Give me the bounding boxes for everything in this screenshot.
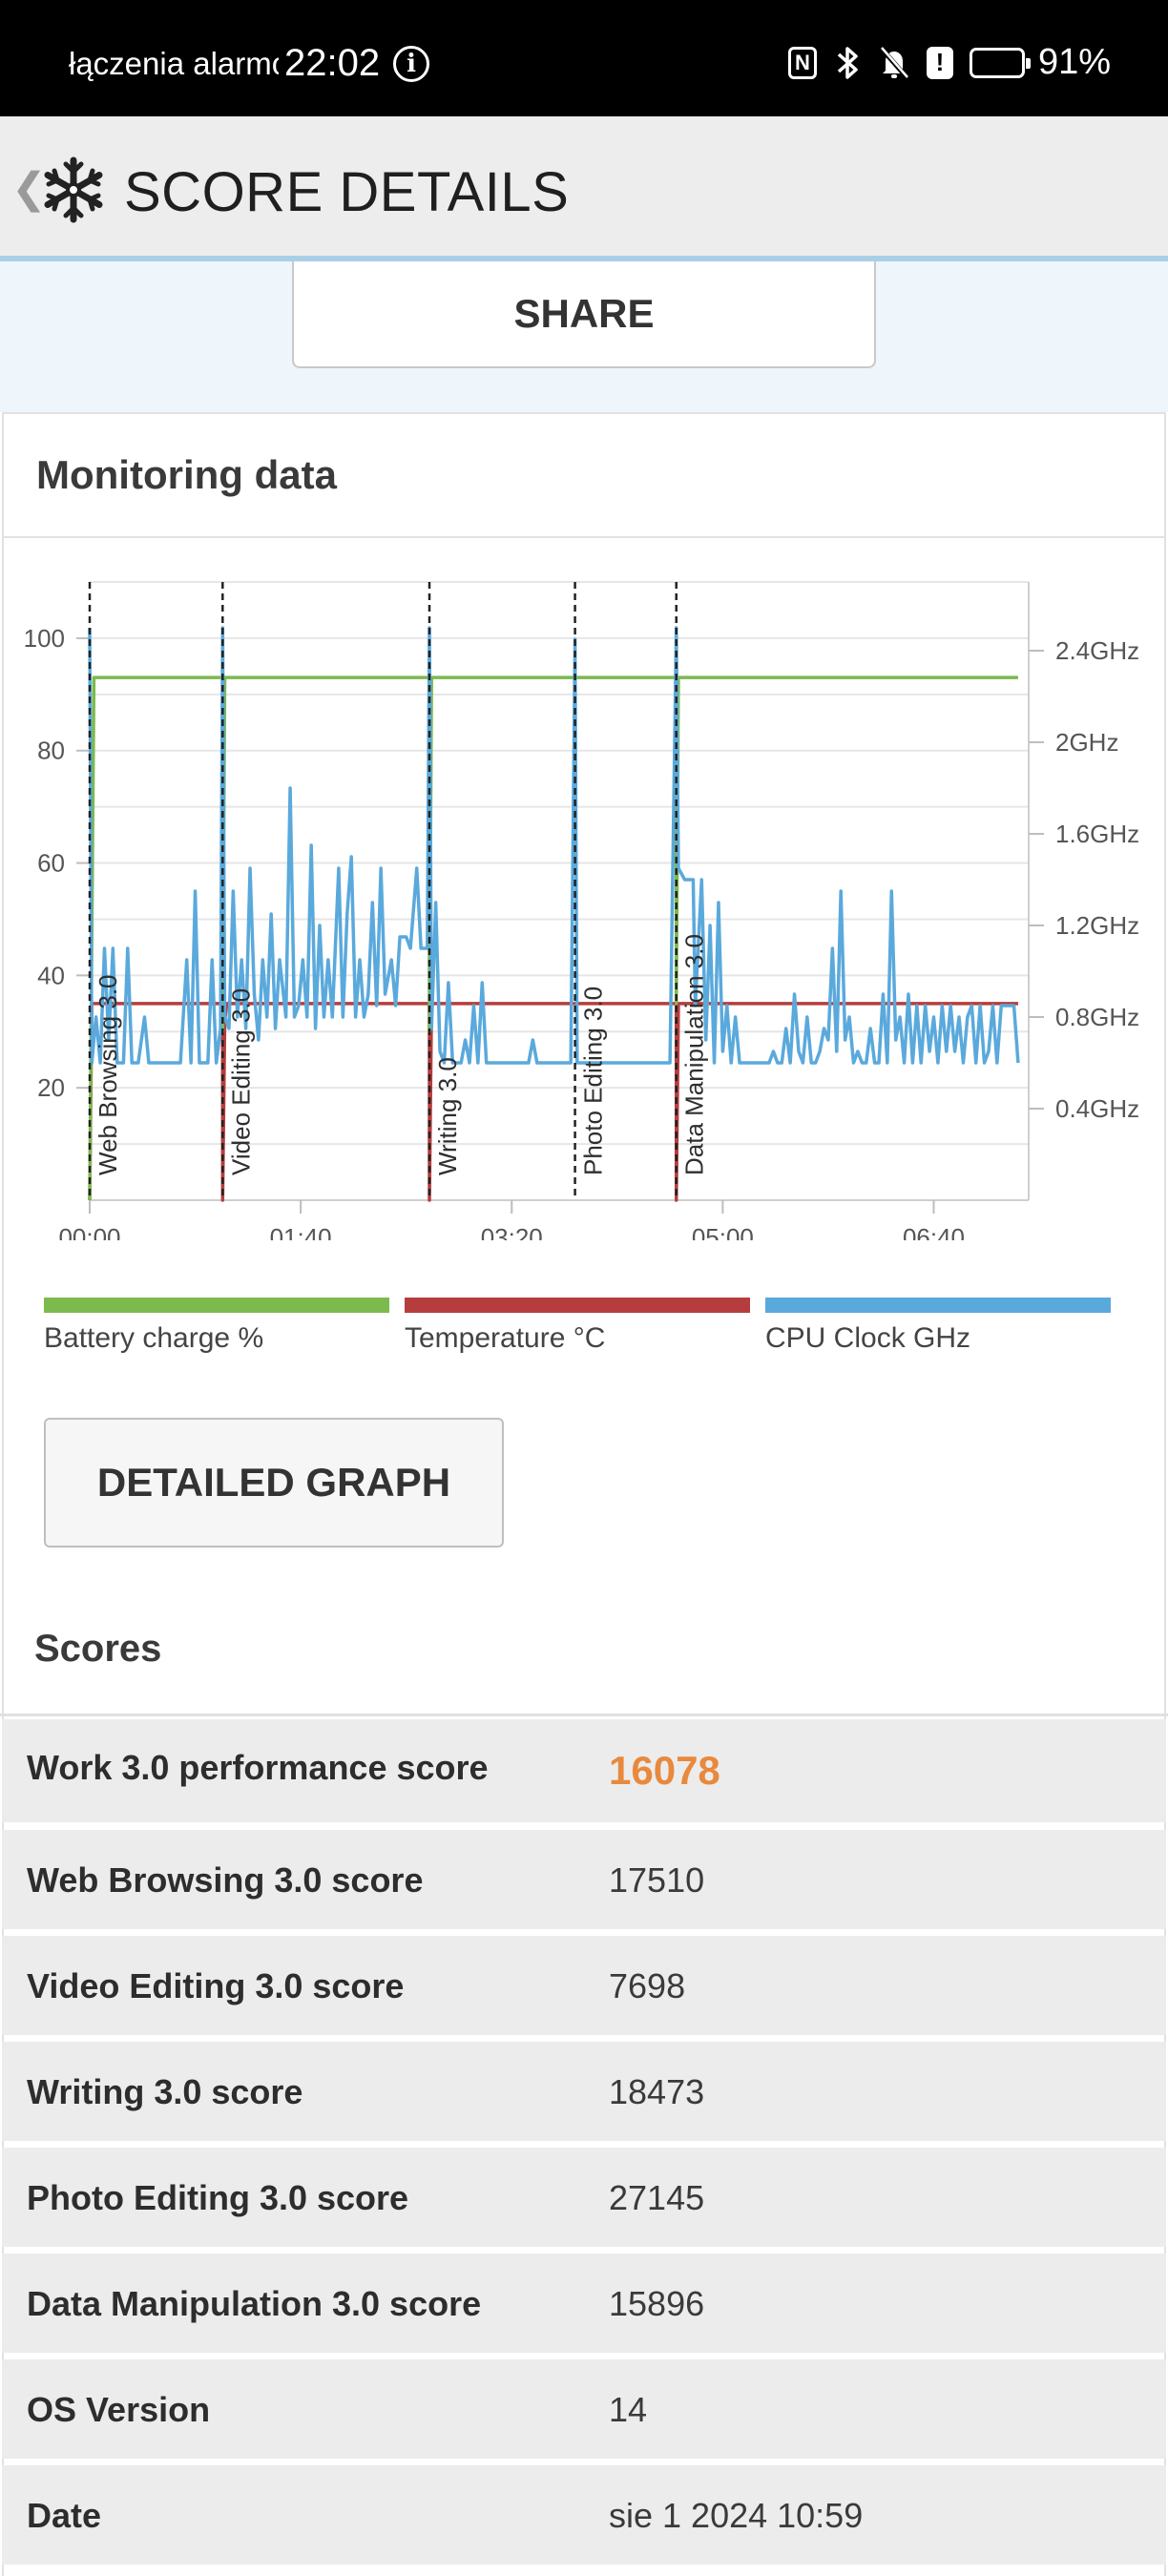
legend-label: Temperature °C — [405, 1322, 606, 1354]
page-title: SCORE DETAILS — [124, 161, 570, 223]
chevron-left-icon[interactable]: ❮ — [11, 165, 47, 212]
marker-label: Web Browsing 3.0 — [94, 974, 122, 1175]
legend-label: Battery charge % — [44, 1322, 264, 1354]
score-label: Data Manipulation 3.0 score — [27, 2284, 482, 2323]
legend-item: Temperature °C — [405, 1298, 750, 1355]
x-tick-label: 01:40 — [270, 1223, 332, 1240]
detailed-graph-button[interactable]: DETAILED GRAPH — [44, 1418, 504, 1548]
legend-item: CPU Clock GHz — [765, 1298, 1111, 1355]
series-line — [88, 626, 1020, 1065]
score-value: 16078 — [609, 1748, 720, 1793]
marker-label: Photo Editing 3.0 — [579, 987, 608, 1175]
monitoring-title: Monitoring data — [36, 452, 337, 497]
alert-icon: ! — [924, 45, 956, 81]
score-label: OS Version — [27, 2390, 211, 2429]
score-row: Writing 3.0 score 18473 — [2, 2042, 1166, 2141]
y-right-tick-label: 0.4GHz — [1055, 1094, 1139, 1123]
bluetooth-icon — [832, 45, 865, 81]
y-left-tick-label: 60 — [37, 849, 65, 878]
x-tick-label: 05:00 — [692, 1223, 754, 1240]
legend-item: Battery charge % — [44, 1298, 389, 1355]
score-row: Web Browsing 3.0 score 17510 — [2, 1830, 1166, 1929]
score-label: Video Editing 3.0 score — [27, 1966, 405, 2005]
y-right-tick-label: 2GHz — [1055, 728, 1118, 757]
y-right-tick-label: 1.2GHz — [1055, 911, 1139, 940]
x-tick-label: 00:00 — [58, 1223, 120, 1240]
score-value: 7698 — [609, 1966, 686, 2005]
bell-off-icon — [878, 45, 910, 81]
snowflake-icon[interactable] — [38, 155, 109, 225]
score-value: 18473 — [609, 2072, 705, 2111]
legend-label: CPU Clock GHz — [765, 1322, 971, 1354]
scores-title: Scores — [34, 1628, 162, 1670]
score-row: Video Editing 3.0 score 7698 — [2, 1936, 1166, 2035]
x-tick-label: 03:20 — [481, 1223, 543, 1240]
y-right-tick-label: 1.6GHz — [1055, 820, 1139, 848]
score-value: 14 — [609, 2390, 648, 2429]
score-value: sie 1 2024 10:59 — [609, 2496, 864, 2535]
status-time: 22:02 — [284, 42, 381, 84]
y-right-tick-label: 0.8GHz — [1055, 1003, 1139, 1031]
legend-swatch — [765, 1298, 1111, 1313]
y-left-tick-label: 40 — [37, 961, 65, 989]
scores-divider — [0, 1714, 1168, 1716]
marker-label: Data Manipulation 3.0 — [680, 934, 709, 1175]
score-row: Work 3.0 performance score 16078 — [2, 1719, 1166, 1822]
battery-percentage: 91% — [1037, 42, 1111, 82]
battery-icon — [969, 47, 1031, 78]
score-label: Date — [27, 2496, 102, 2535]
score-row: Photo Editing 3.0 score 27145 — [2, 2148, 1166, 2247]
status-notification-text: łączenia alarmo — [69, 45, 279, 81]
x-tick-label: 06:40 — [903, 1223, 965, 1240]
y-right-tick-label: 2.4GHz — [1055, 636, 1139, 665]
info-icon: i — [393, 45, 430, 82]
score-label: Work 3.0 performance score — [27, 1748, 489, 1787]
app-header: ❮ SCORE DETAILS — [0, 116, 1168, 261]
monitoring-chart: 20 40 60 80 100 0.4GHz 0.8GHz 1.2GHz 1.6GHz 2GHz 2… — [24, 581, 1139, 1240]
y-left-tick-label: 20 — [37, 1073, 65, 1102]
monitoring-header: Monitoring data — [4, 414, 1164, 538]
score-row: Data Manipulation 3.0 score 15896 — [2, 2254, 1166, 2353]
score-label: Photo Editing 3.0 score — [27, 2178, 409, 2217]
legend-swatch — [405, 1298, 750, 1313]
score-label: Web Browsing 3.0 score — [27, 1860, 424, 1900]
nfc-icon: N — [786, 45, 819, 81]
score-value: 27145 — [609, 2178, 705, 2217]
y-left-tick-label: 80 — [37, 737, 65, 765]
score-value: 17510 — [609, 1860, 705, 1900]
status-bar: łączenia alarmo 22:02 i N ! 91% — [0, 0, 1168, 116]
marker-label: Video Editing 3.0 — [226, 988, 255, 1175]
share-button[interactable]: SHARE — [292, 261, 876, 368]
score-value: 15896 — [609, 2284, 705, 2323]
score-label: Writing 3.0 score — [27, 2072, 303, 2111]
y-left-tick-label: 100 — [24, 624, 65, 653]
score-row: OS Version 14 — [2, 2359, 1166, 2459]
marker-label: Writing 3.0 — [433, 1057, 462, 1175]
legend-swatch — [44, 1298, 389, 1313]
score-row: Date sie 1 2024 10:59 — [2, 2465, 1166, 2565]
